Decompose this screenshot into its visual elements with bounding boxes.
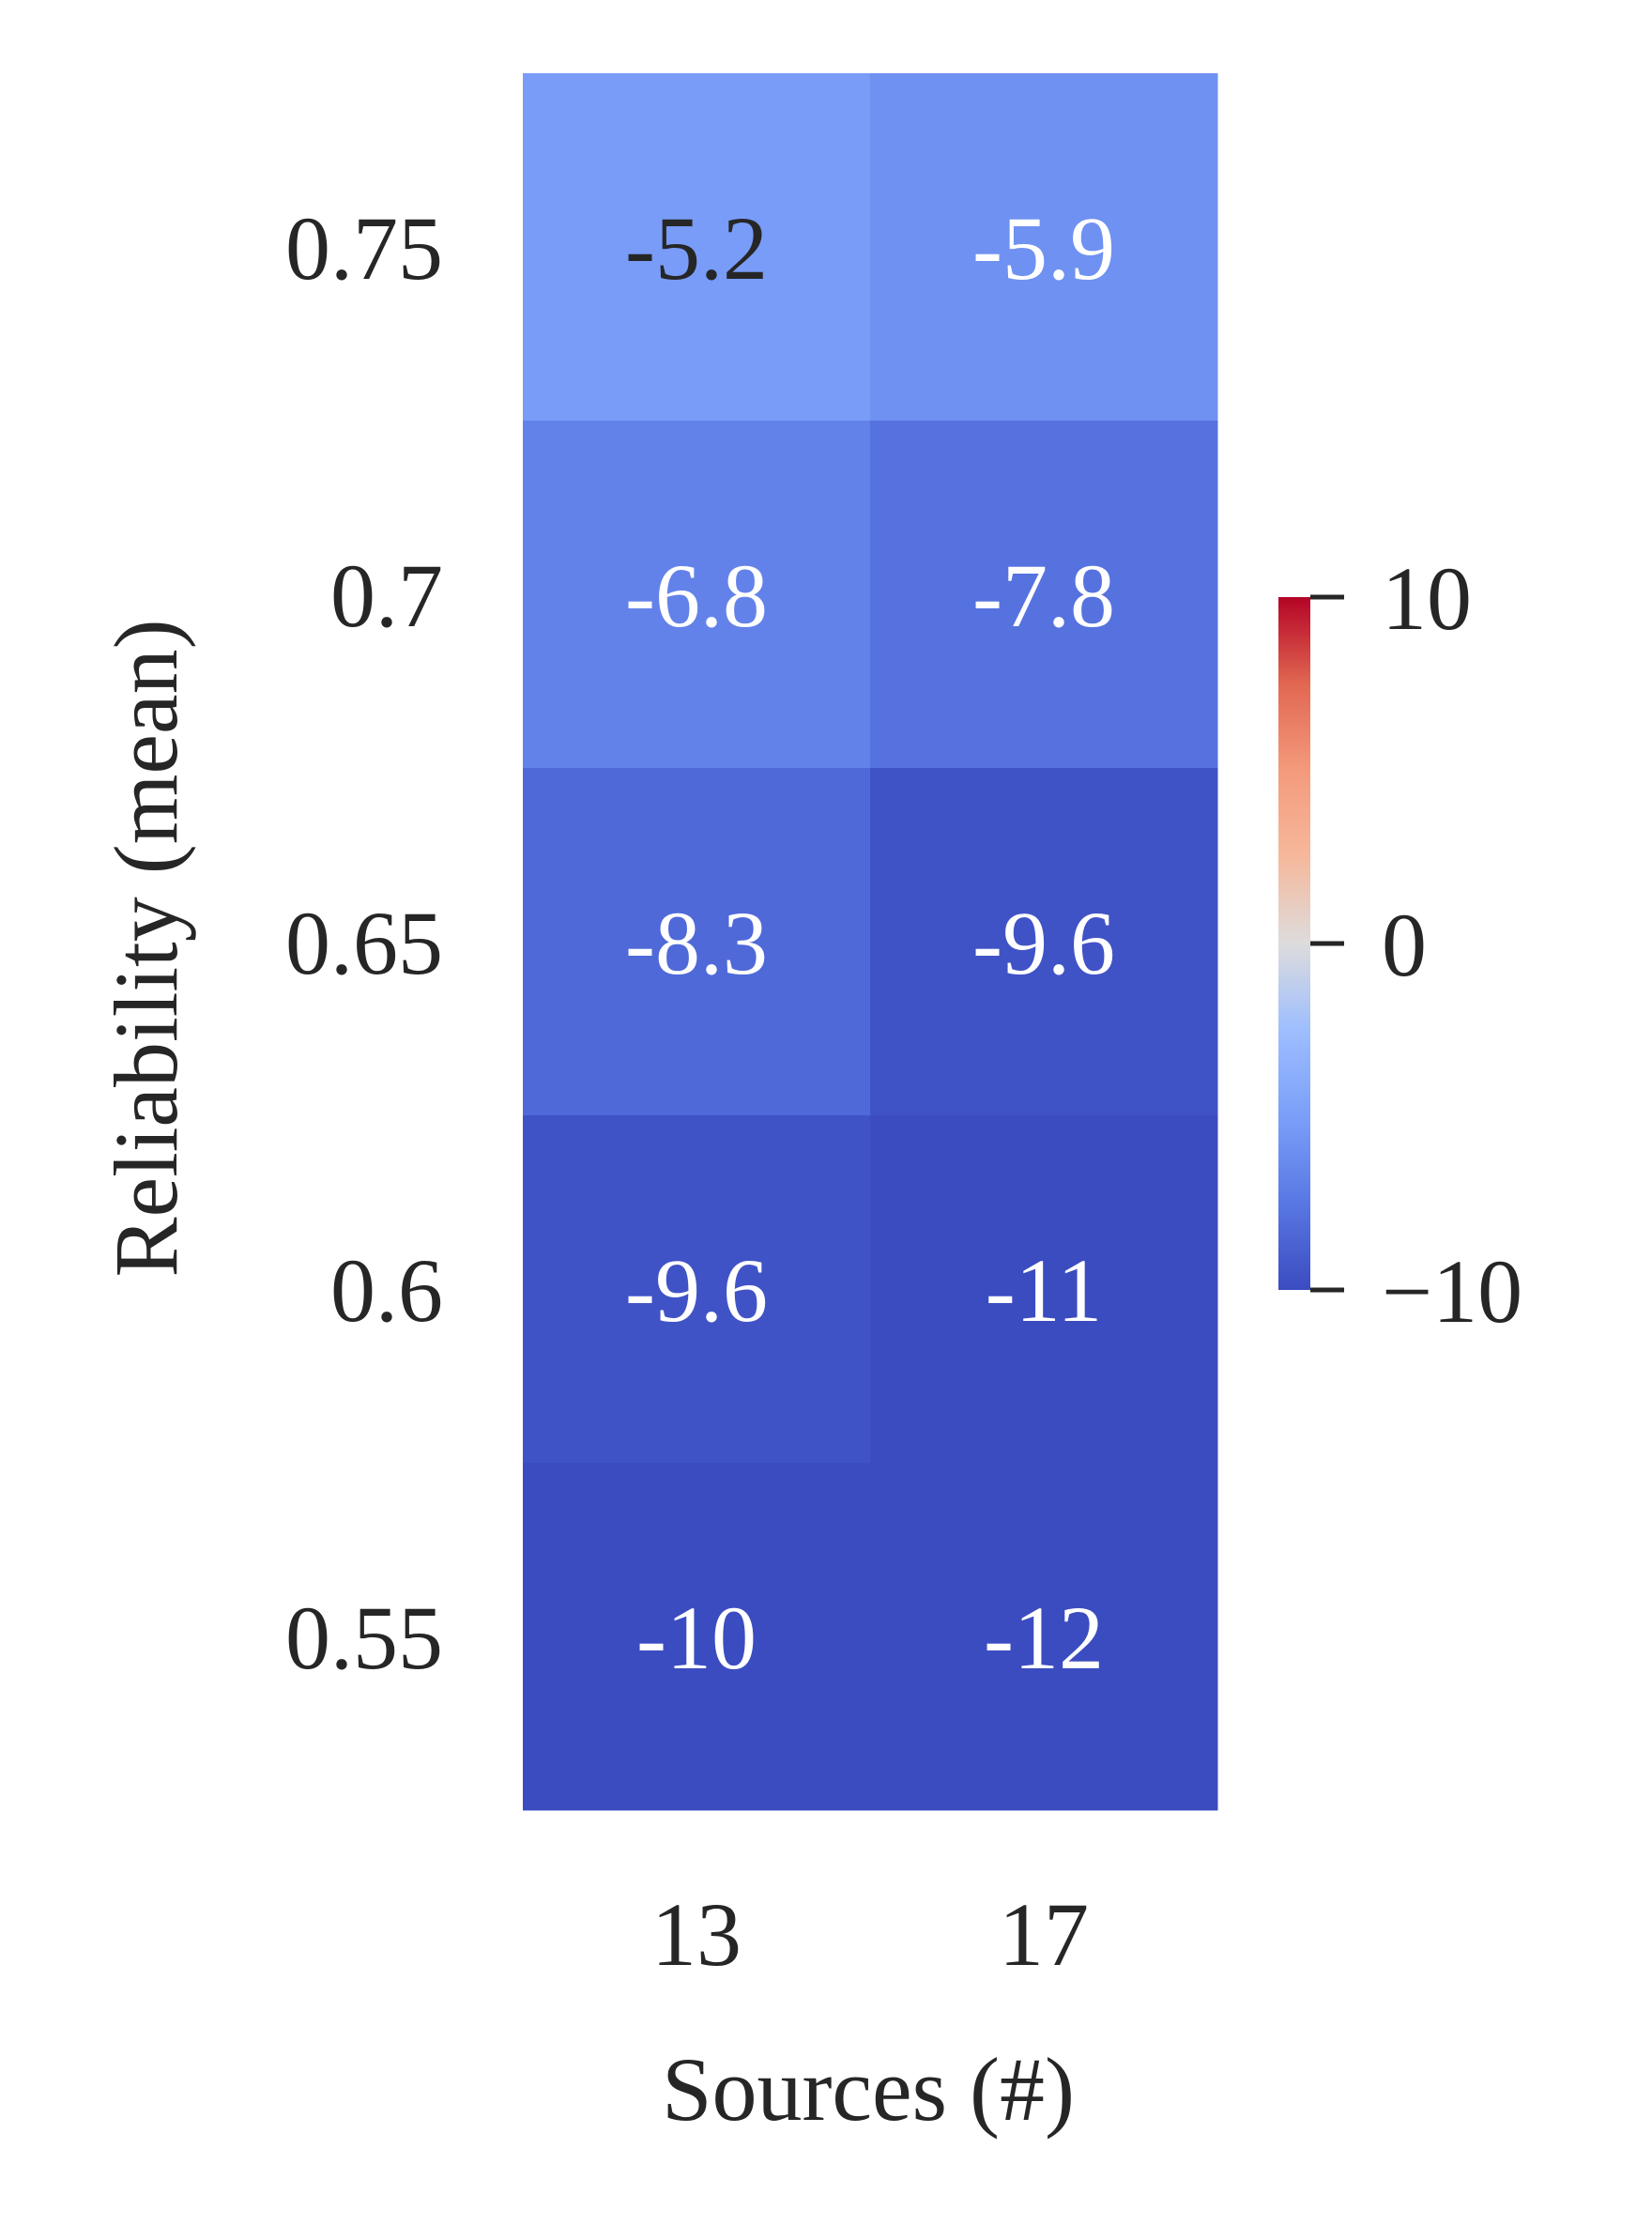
- x-tick-label-1: 17: [999, 1884, 1089, 1985]
- x-tick-labels: 13 17: [651, 1884, 1089, 1985]
- colorbar-tick-label-0: 10: [1382, 548, 1472, 649]
- heatmap-cell-r0-c0: [523, 73, 871, 422]
- heatmap-cell-r2-c0: [523, 768, 871, 1116]
- heatmap-cell-r4-c1: [870, 1463, 1218, 1811]
- y-tick-label-2: 0.65: [285, 893, 443, 993]
- cell-value-label-r2-c1: -9.6: [972, 893, 1115, 993]
- heatmap-cell-r4-c0: [523, 1463, 871, 1811]
- colorbar-tick-label-2: −10: [1382, 1241, 1522, 1342]
- heatmap-cell-r3-c1: [870, 1115, 1218, 1464]
- cell-value-label-r4-c0: -10: [636, 1588, 757, 1688]
- cell-value-label-r0-c1: -5.9: [972, 198, 1115, 299]
- heatmap-cells: [523, 73, 1218, 1811]
- heatmap-cell-r0-c1: [870, 73, 1218, 422]
- cell-value-label-r3-c0: -9.6: [625, 1240, 768, 1341]
- x-tick-label-0: 13: [651, 1884, 742, 1985]
- colorbar-ticks: 10 0 −10: [1310, 548, 1522, 1342]
- y-tick-label-4: 0.55: [285, 1588, 443, 1688]
- cell-value-label-r3-c1: -11: [986, 1240, 1102, 1341]
- colorbar: 10 0 −10: [1278, 548, 1522, 1342]
- y-tick-label-0: 0.75: [285, 198, 443, 299]
- heatmap-cell-r3-c0: [523, 1115, 871, 1464]
- cell-value-label-r0-c0: -5.2: [625, 198, 768, 299]
- colorbar-tick-label-1: 0: [1382, 895, 1427, 995]
- y-axis-label: Reliability (mean): [96, 619, 196, 1277]
- cell-value-label-r1-c0: -6.8: [625, 545, 768, 646]
- colorbar-gradient: [1278, 597, 1310, 1290]
- cell-value-label-r4-c1: -12: [984, 1588, 1104, 1688]
- heatmap-cell-r1-c1: [870, 421, 1218, 769]
- heatmap-cell-labels: -5.2 -5.9 -6.8 -7.8 -8.3 -9.6 -9.6 -11 -10 -12: [625, 198, 1115, 1688]
- cell-value-label-r2-c0: -8.3: [625, 893, 768, 993]
- y-tick-label-1: 0.7: [330, 545, 443, 646]
- y-tick-labels: 0.75 0.7 0.65 0.6 0.55: [285, 198, 443, 1688]
- cell-value-label-r1-c1: -7.8: [972, 545, 1115, 646]
- x-axis-label: Sources (#): [662, 2039, 1075, 2140]
- heatmap-cell-r2-c1: [870, 768, 1218, 1116]
- heatmap-cell-r1-c0: [523, 421, 871, 769]
- y-tick-label-3: 0.6: [330, 1240, 443, 1341]
